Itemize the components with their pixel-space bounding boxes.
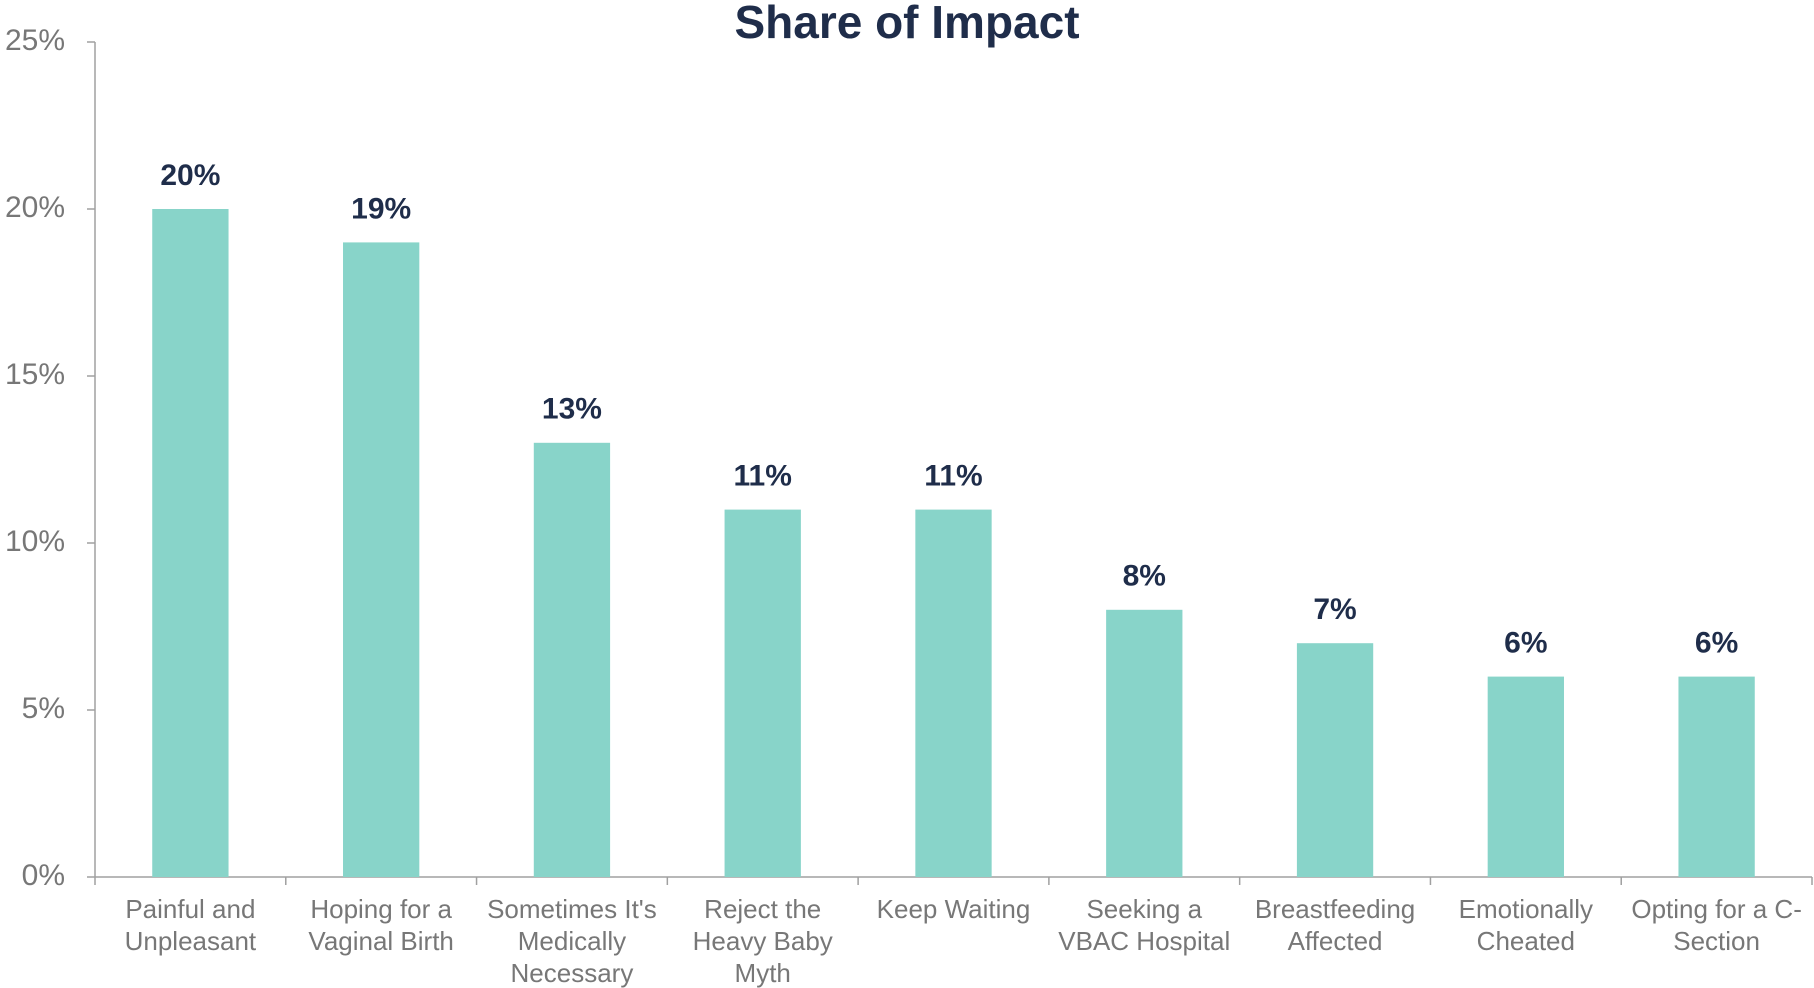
data-label: 8%	[1123, 560, 1166, 593]
y-tick-label: 0%	[22, 859, 65, 892]
bar	[343, 242, 420, 877]
bar	[1296, 643, 1374, 877]
data-label: 19%	[351, 192, 411, 225]
x-tick-label: Breastfeeding Affected	[1254, 894, 1416, 956]
bar	[152, 209, 229, 877]
bar	[1106, 609, 1183, 877]
data-label: 20%	[160, 159, 220, 192]
y-tick-label: 10%	[5, 525, 65, 558]
x-tick-label: Opting for a C-Section	[1631, 894, 1802, 956]
bar	[1678, 676, 1755, 877]
y-tick-label: 5%	[22, 692, 65, 725]
bar	[533, 442, 611, 877]
data-label: 11%	[734, 460, 792, 493]
data-label: 6%	[1695, 627, 1738, 660]
y-tick-label: 15%	[5, 358, 65, 391]
data-label: 13%	[542, 393, 602, 426]
chart-title: Share of Impact	[734, 0, 1079, 48]
x-tick-label: Hoping for a Vaginal Birth	[308, 894, 454, 956]
y-tick-label: 25%	[5, 24, 65, 57]
x-tick-label: Reject the Heavy Baby Myth	[692, 894, 833, 988]
x-tick-label: Keep Waiting	[876, 894, 1031, 924]
x-tick-label: Sometimes It's Medically Necessary	[487, 894, 657, 988]
x-tick-label: Painful and Unpleasant	[124, 894, 257, 956]
data-label: 6%	[1504, 627, 1547, 660]
x-tick-label: Emotionally Cheated	[1458, 894, 1594, 956]
x-tick-label: Seeking a VBAC Hospital	[1058, 894, 1231, 956]
bar	[1487, 676, 1564, 877]
y-tick-label: 20%	[5, 191, 65, 224]
data-label: 7%	[1313, 593, 1356, 626]
bar	[724, 509, 801, 877]
bar	[915, 509, 992, 877]
data-label: 11%	[924, 460, 982, 493]
